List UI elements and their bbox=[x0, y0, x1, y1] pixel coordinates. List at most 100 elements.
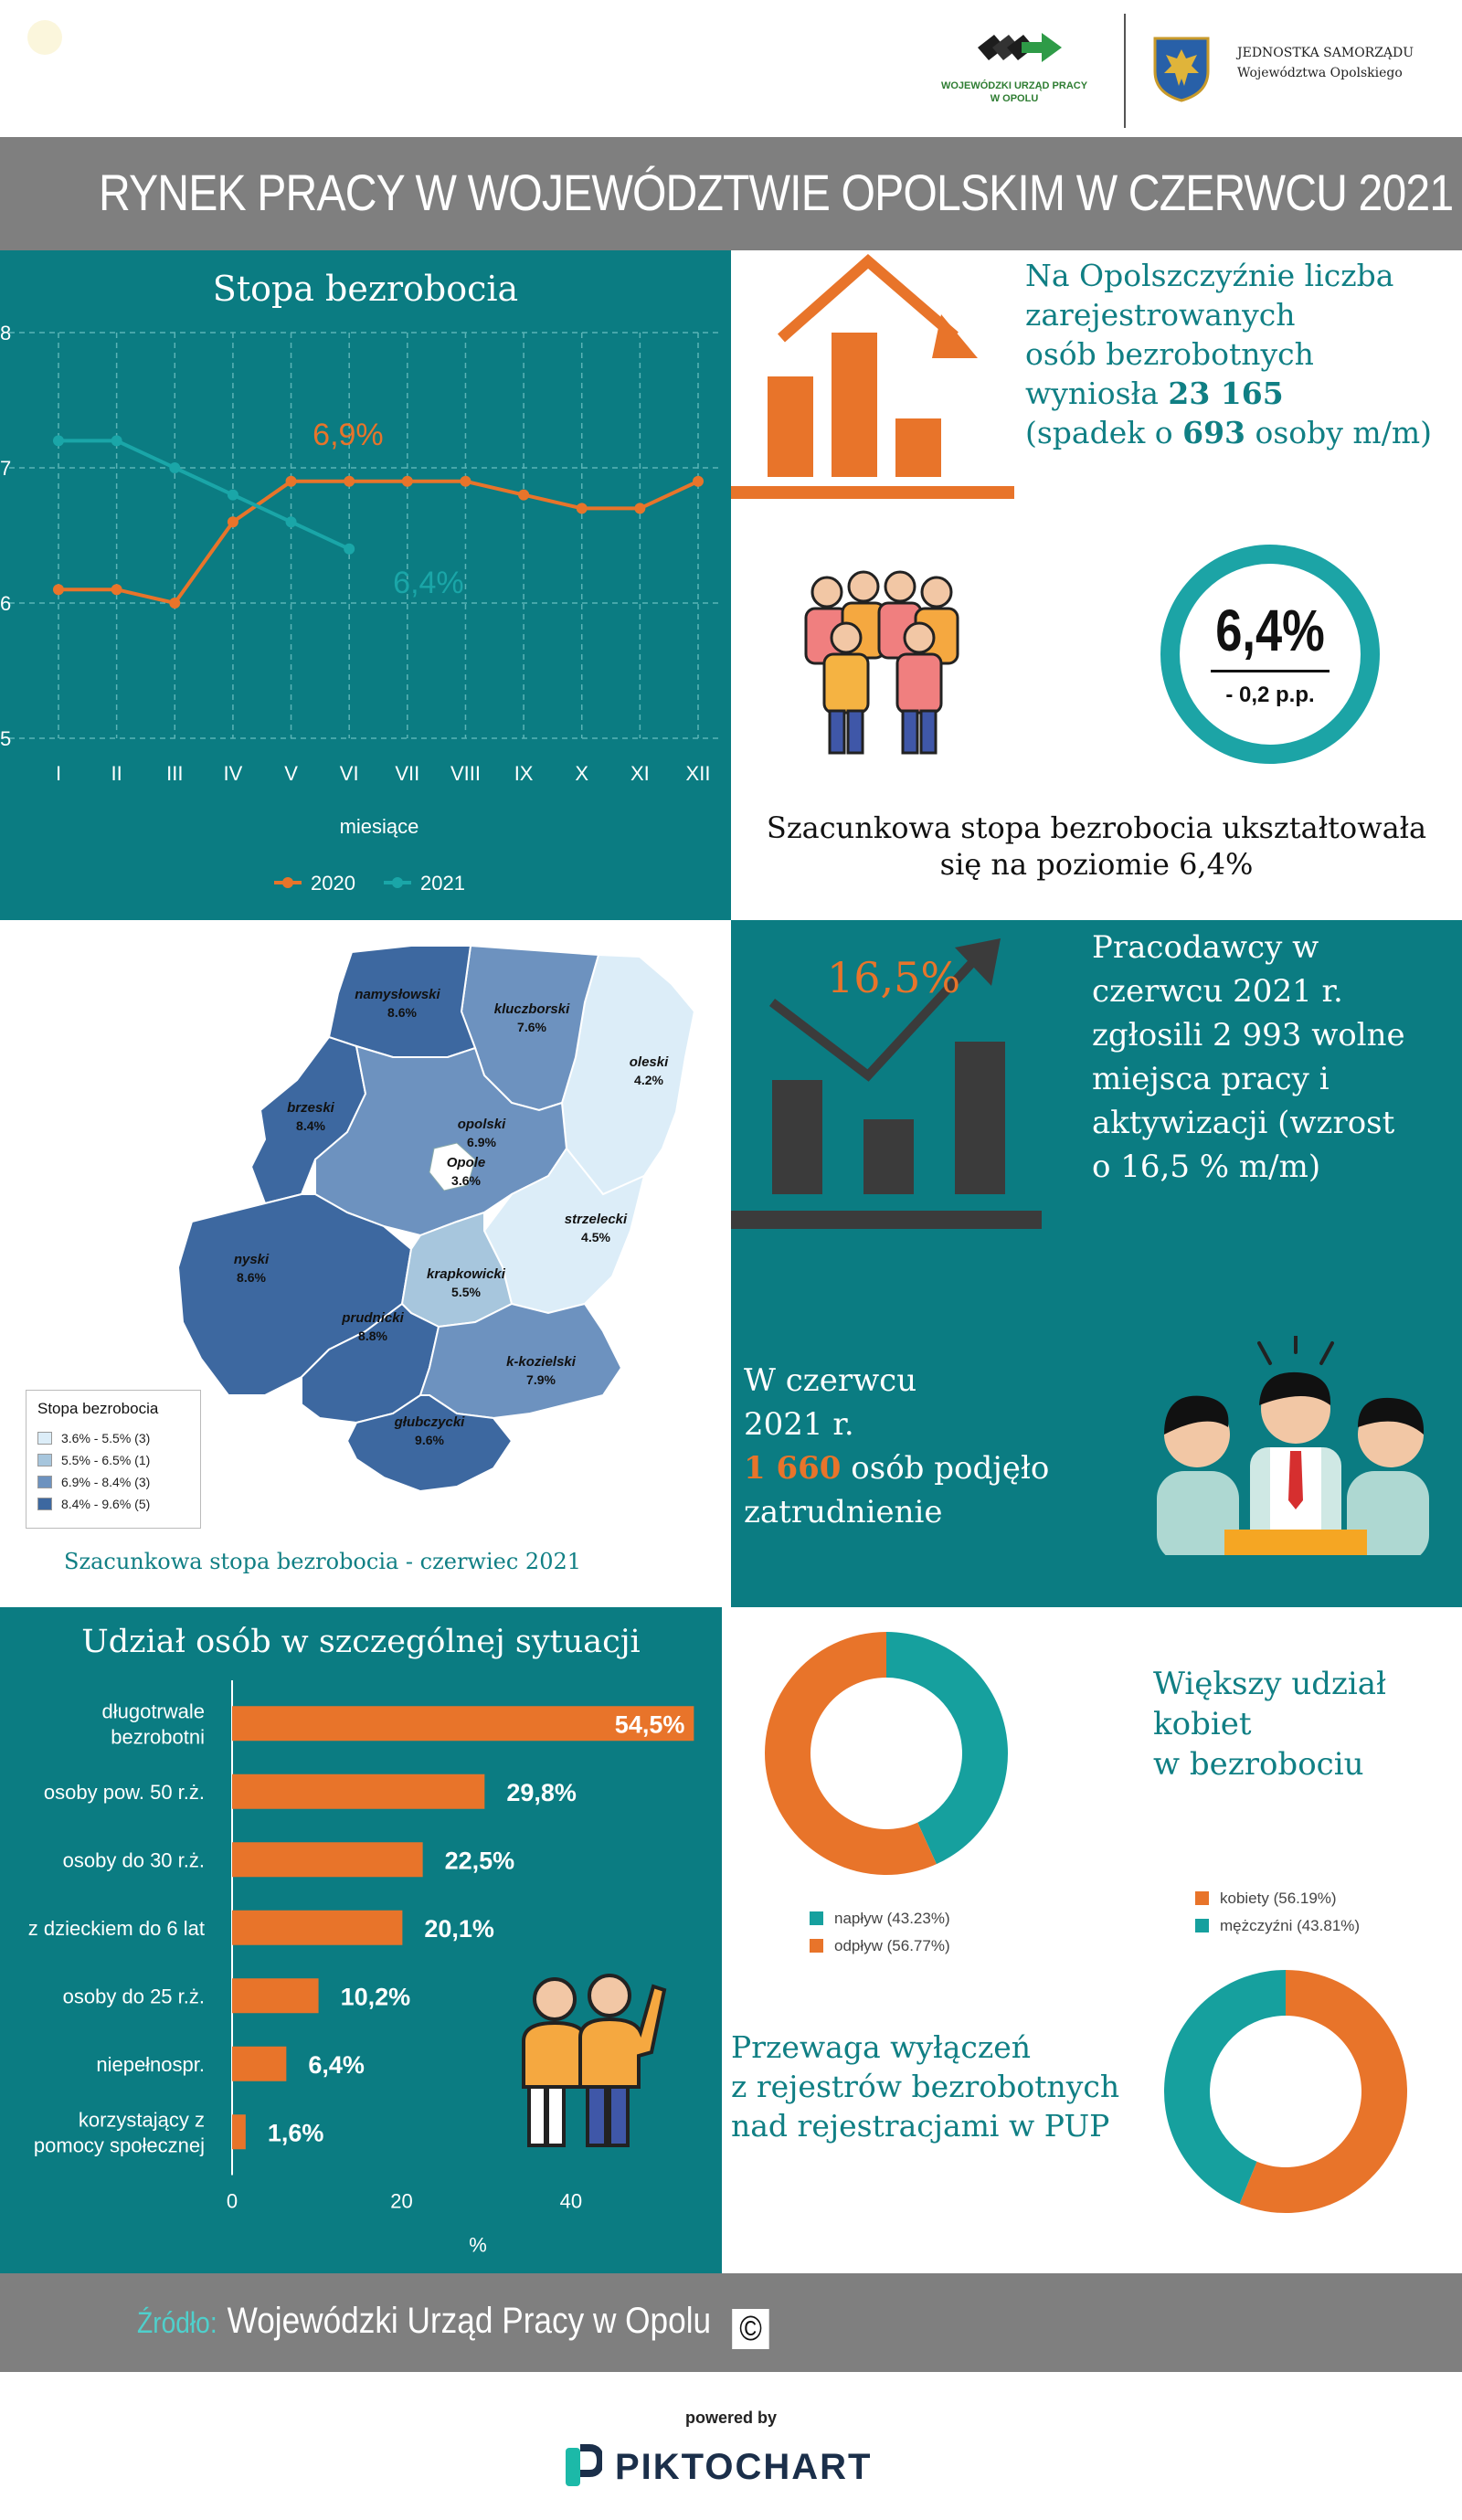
series-point-2020 bbox=[576, 503, 588, 514]
district-label-namyslowski: namysłowski bbox=[355, 987, 440, 1002]
unemployed-line-5: (spadek o 693 osoby m/m) bbox=[1025, 413, 1432, 452]
women-line-2: kobiet bbox=[1153, 1706, 1252, 1742]
unemployed-change-suffix: osoby m/m) bbox=[1245, 415, 1432, 450]
district-label-krapkowicki: krapkowicki bbox=[427, 1266, 506, 1282]
donut-legend-swatch bbox=[810, 1911, 823, 1925]
bar-category-label: osoby do 30 r.ż. bbox=[63, 1848, 205, 1871]
series-point-2021 bbox=[169, 462, 181, 473]
series-point-2020 bbox=[169, 598, 181, 609]
x-axis-label: miesiące bbox=[340, 815, 419, 838]
bar-category-label: niepełnospr. bbox=[96, 2053, 205, 2076]
donut-slice bbox=[765, 1632, 937, 1875]
map-legend-item: 3.6% - 5.5% (3) bbox=[37, 1427, 189, 1449]
x-tick-label: IV bbox=[224, 762, 243, 785]
series-point-2020 bbox=[285, 475, 297, 487]
map-legend-items: 3.6% - 5.5% (3) 5.5% - 6.5% (1) 6.9% - 8.4… bbox=[37, 1427, 189, 1515]
bar-value-label: 54,5% bbox=[615, 1710, 685, 1738]
x-tick-label: X bbox=[575, 762, 588, 785]
series-point-2021 bbox=[285, 516, 297, 528]
district-value-prudnicki: 8.8% bbox=[358, 1329, 387, 1343]
donut-slice bbox=[886, 1632, 1008, 1865]
employment-value: 1 660 bbox=[744, 1450, 842, 1487]
donut-legend-label: mężczyźni (43.81%) bbox=[1220, 1917, 1361, 1934]
source-value: Wojewódzki Urząd Pracy w Opolu bbox=[227, 2301, 712, 2341]
inflow-donut-chart bbox=[765, 1632, 1008, 1875]
source-label: Źródło: bbox=[137, 2306, 217, 2339]
bar-value-label: 6,4% bbox=[308, 2051, 365, 2079]
piktochart-logo-icon bbox=[566, 2444, 602, 2486]
line-chart-panel: Stopa bezrobocia 8 7 6 5 I II III IV V VI VII VIII I… bbox=[0, 250, 731, 920]
source-band: Źródło: Wojewódzki Urząd Pracy w Opolu © bbox=[0, 2273, 1462, 2372]
offers-line-3: zgłosili 2 993 wolne bbox=[1092, 1017, 1405, 1054]
legend-label-2021: 2021 bbox=[420, 872, 465, 895]
map-legend-label: 5.5% - 6.5% (1) bbox=[61, 1453, 151, 1467]
donut-legend-item: napływ (43.23%) bbox=[810, 1905, 950, 1932]
outflow-line-1: Przewaga wyłączeń bbox=[731, 2029, 1032, 2065]
donuts-panel: napływ (43.23%) odpływ (56.77%) Większy u… bbox=[722, 1607, 1462, 2273]
series-point-2020 bbox=[518, 489, 530, 501]
bar-category-label: korzystający z bbox=[79, 2108, 205, 2131]
district-value-strzelecki: 4.5% bbox=[581, 1230, 610, 1244]
district-label-opole: Opole bbox=[447, 1155, 486, 1170]
district-value-brzeski: 8.4% bbox=[296, 1118, 325, 1133]
donut-legend-label: kobiety (56.19%) bbox=[1220, 1890, 1337, 1907]
two-people-icon bbox=[522, 1974, 667, 2147]
legend-marker-2020 bbox=[282, 877, 293, 888]
women-donut-chart bbox=[1163, 1970, 1407, 2213]
growth-bars-icon bbox=[731, 938, 1042, 1229]
offers-text: Pracodawcy w czerwcu 2021 r. zgłosili 2 … bbox=[1092, 926, 1405, 1189]
bar bbox=[232, 1910, 403, 1945]
offers-percent: 16,5% bbox=[827, 953, 961, 1002]
series-point-2020 bbox=[111, 584, 122, 596]
wup-logo-icon bbox=[978, 33, 1062, 62]
unemployed-line-4: wyniosła 23 165 bbox=[1025, 374, 1432, 413]
district-label-glubczycki: głubczycki bbox=[394, 1414, 466, 1430]
map-legend-swatch bbox=[37, 1454, 52, 1466]
donut-legend-item: kobiety (56.19%) bbox=[1195, 1885, 1360, 1912]
series-point-2020 bbox=[634, 503, 646, 514]
falling-bars-icon bbox=[731, 254, 1014, 499]
offers-line-6: o 16,5 % m/m) bbox=[1092, 1149, 1321, 1185]
district-value-oleski: 4.2% bbox=[634, 1073, 663, 1087]
header: WOJEWÓDZKI URZĄD PRACY W OPOLU JEDNOSTKA… bbox=[0, 0, 1462, 137]
x-tick-label: VI bbox=[340, 762, 359, 785]
map-legend-item: 6.9% - 8.4% (3) bbox=[37, 1471, 189, 1493]
series-point-2021 bbox=[344, 543, 355, 555]
employment-line-3-suffix: osób podjęło bbox=[841, 1450, 1050, 1487]
title-band: RYNEK PRACY W WOJEWÓDZTWIE OPOLSKIM W CZ… bbox=[0, 137, 1462, 250]
series-point-2020 bbox=[460, 475, 471, 487]
outflow-line-3: nad rejestracjami w PUP bbox=[731, 2108, 1110, 2144]
unemployed-panel: Na Opolszczyźnie liczba zarejestrowanych… bbox=[731, 250, 1462, 920]
map-legend-label: 3.6% - 5.5% (3) bbox=[61, 1431, 151, 1445]
donut-slice bbox=[1239, 1970, 1407, 2213]
x-tick-label: I bbox=[56, 762, 61, 785]
offers-line-1: Pracodawcy w bbox=[1092, 929, 1319, 966]
bar-category-label: osoby do 25 r.ż. bbox=[63, 1985, 205, 2007]
map-legend: Stopa bezrobocia 3.6% - 5.5% (3) 5.5% - 6… bbox=[26, 1390, 201, 1529]
decorative-dot bbox=[27, 20, 62, 55]
bar-value-label: 20,1% bbox=[424, 1915, 494, 1943]
logo-divider bbox=[1124, 14, 1126, 128]
x-tick-label: VIII bbox=[450, 762, 481, 785]
employment-line-3: 1 660 osób podjęło bbox=[744, 1446, 1049, 1490]
line-chart-title: Stopa bezrobocia bbox=[212, 269, 519, 309]
donut-legend-label: odpływ (56.77%) bbox=[834, 1937, 950, 1954]
x-axis-label: % bbox=[469, 2234, 487, 2257]
y-tick-label: 7 bbox=[0, 457, 11, 480]
coat-of-arms-icon bbox=[1153, 37, 1210, 102]
source-line: Źródło: Wojewódzki Urząd Pracy w Opolu © bbox=[137, 2301, 769, 2349]
map-legend-label: 8.4% - 9.6% (5) bbox=[61, 1497, 151, 1511]
donut-slice bbox=[1163, 1970, 1286, 2205]
map-legend-swatch bbox=[37, 1476, 52, 1488]
district-opole-city-shape bbox=[429, 1142, 476, 1191]
x-tick-label: VII bbox=[395, 762, 419, 785]
series-line-2021 bbox=[58, 439, 351, 551]
rate-text: Szacunkowa stopa bezrobocia ukształtował… bbox=[731, 810, 1462, 883]
x-tick-label: 0 bbox=[227, 2190, 238, 2213]
district-value-opole: 3.6% bbox=[451, 1173, 481, 1188]
donut-legend-item: mężczyźni (43.81%) bbox=[1195, 1912, 1360, 1940]
powered-by-text: powered by bbox=[684, 2409, 778, 2427]
rate-circle: 6,4% - 0,2 p.p. bbox=[1160, 545, 1380, 764]
rate-circle-change: - 0,2 p.p. bbox=[1225, 683, 1315, 707]
bar bbox=[232, 1706, 694, 1742]
